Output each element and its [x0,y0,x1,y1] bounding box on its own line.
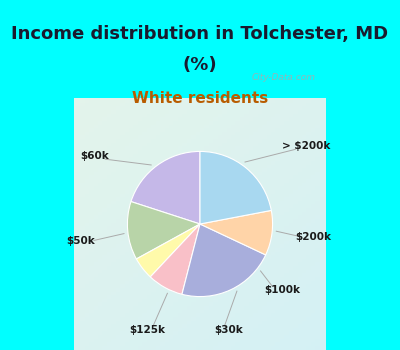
Wedge shape [131,152,200,224]
Wedge shape [136,224,200,277]
Text: (%): (%) [183,56,217,74]
Text: $60k: $60k [80,152,108,161]
Wedge shape [182,224,266,296]
Text: $200k: $200k [295,232,331,242]
Wedge shape [200,152,271,224]
Text: City-Data.com: City-Data.com [252,73,316,82]
Text: > $200k: > $200k [282,141,330,152]
Text: $100k: $100k [265,285,301,294]
Text: White residents: White residents [132,91,268,106]
Wedge shape [128,202,200,259]
Wedge shape [150,224,200,294]
Text: $125k: $125k [130,325,166,335]
Text: Income distribution in Tolchester, MD: Income distribution in Tolchester, MD [12,25,388,42]
Wedge shape [200,210,272,255]
Text: $50k: $50k [67,236,96,246]
Text: $30k: $30k [214,325,242,335]
